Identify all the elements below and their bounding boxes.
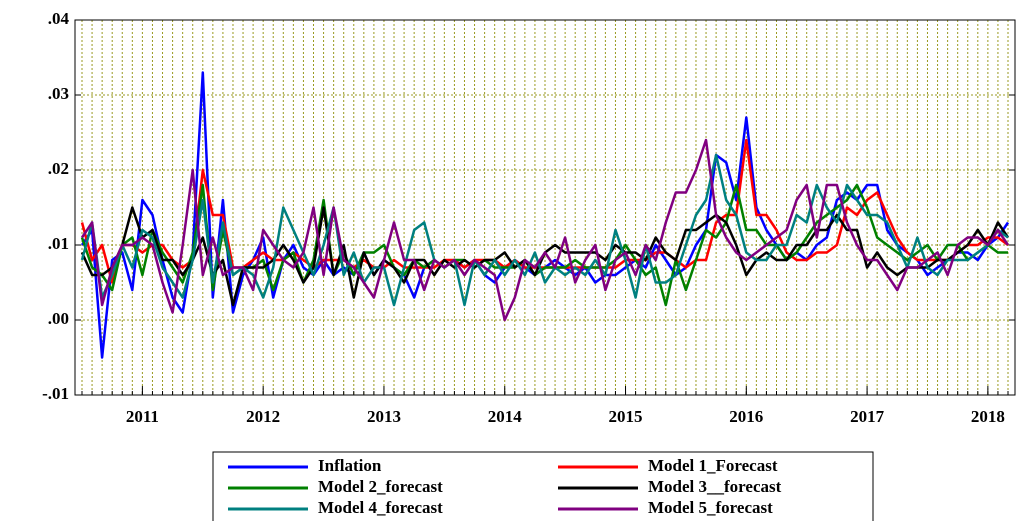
legend-label: Model 4_forecast bbox=[318, 498, 443, 517]
x-tick-label: 2018 bbox=[971, 407, 1005, 426]
x-tick-label: 2011 bbox=[126, 407, 159, 426]
y-tick-label: -.01 bbox=[42, 384, 69, 403]
plot-frame bbox=[74, 19, 1016, 396]
series-line bbox=[80, 138, 1010, 322]
x-tick-label: 2013 bbox=[367, 407, 401, 426]
legend-box bbox=[212, 451, 874, 521]
x-tick-label: 2016 bbox=[729, 407, 763, 426]
x-tick-label: 2014 bbox=[488, 407, 523, 426]
series-line bbox=[80, 153, 1009, 307]
y-tick-label: .01 bbox=[48, 234, 69, 253]
y-tick-label: .02 bbox=[48, 159, 69, 178]
legend-label: Model 3__forecast bbox=[648, 477, 782, 496]
legend-label: Inflation bbox=[318, 456, 382, 475]
legend-label: Model 2_forecast bbox=[318, 477, 443, 496]
legend-label: Model 1_Forecast bbox=[648, 456, 778, 475]
y-tick-label: .03 bbox=[48, 84, 69, 103]
x-tick-label: 2017 bbox=[850, 407, 885, 426]
x-tick-label: 2012 bbox=[246, 407, 280, 426]
y-tick-label: .00 bbox=[48, 309, 69, 328]
y-tick-label: .04 bbox=[48, 9, 70, 28]
x-tick-label: 2015 bbox=[609, 407, 643, 426]
legend-label: Model 5_forecast bbox=[648, 498, 773, 517]
